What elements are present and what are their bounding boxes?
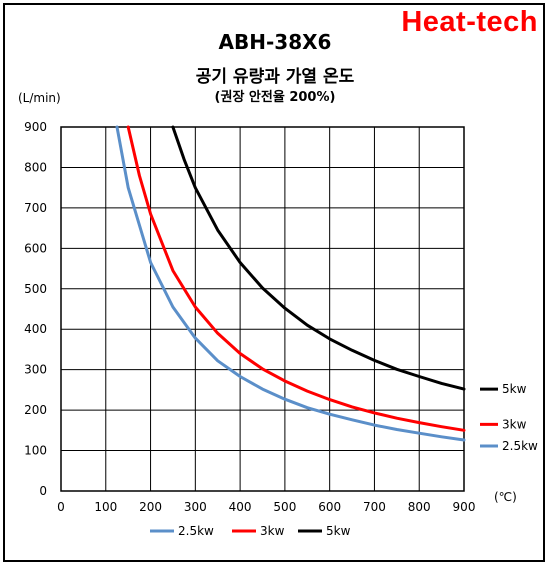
y-tick-label: 600	[24, 241, 47, 255]
y-axis-label: (L/min)	[18, 91, 61, 105]
x-tick-label: 700	[363, 500, 386, 514]
y-tick-label: 400	[24, 322, 47, 336]
chart-title: ABH-38X6	[218, 30, 332, 54]
y-tick-label: 200	[24, 403, 47, 417]
series-line-5kw	[171, 125, 466, 391]
chart-note: (권장 안전율 200%)	[214, 90, 336, 105]
x-tick-label: 200	[139, 500, 162, 514]
legend-label: 5kw	[326, 524, 351, 538]
x-tick-label: 600	[318, 500, 341, 514]
x-tick-label: 300	[184, 500, 207, 514]
x-tick-label: 400	[229, 500, 252, 514]
series-line-2.5kw	[115, 125, 466, 442]
y-tick-label: 0	[39, 484, 47, 498]
y-tick-label: 100	[24, 444, 47, 458]
x-tick-label: 100	[94, 500, 117, 514]
y-tick-label: 700	[24, 201, 47, 215]
x-axis-label: (℃)	[494, 490, 517, 504]
y-tick-label: 500	[24, 282, 47, 296]
brand-logo: Heat-tech	[401, 6, 538, 38]
legend-label: 2.5kw	[178, 524, 214, 538]
y-tick-label: 900	[24, 120, 47, 134]
y-tick-label: 800	[24, 160, 47, 174]
series-end-label: 3kw	[502, 417, 527, 431]
series-end-label: 2.5kw	[502, 439, 538, 453]
x-tick-label: 500	[273, 500, 296, 514]
legend-label: 3kw	[260, 524, 285, 538]
plot-area	[60, 126, 465, 492]
x-tick-label: 900	[453, 500, 476, 514]
series-end-label: 5kw	[502, 382, 527, 396]
series-line-3kw	[126, 125, 466, 432]
y-tick-label: 300	[24, 363, 47, 377]
x-tick-label: 0	[57, 500, 65, 514]
chart-subtitle: 공기 유량과 가열 온도	[195, 67, 355, 87]
chart-frame	[3, 3, 545, 562]
x-tick-label: 800	[408, 500, 431, 514]
